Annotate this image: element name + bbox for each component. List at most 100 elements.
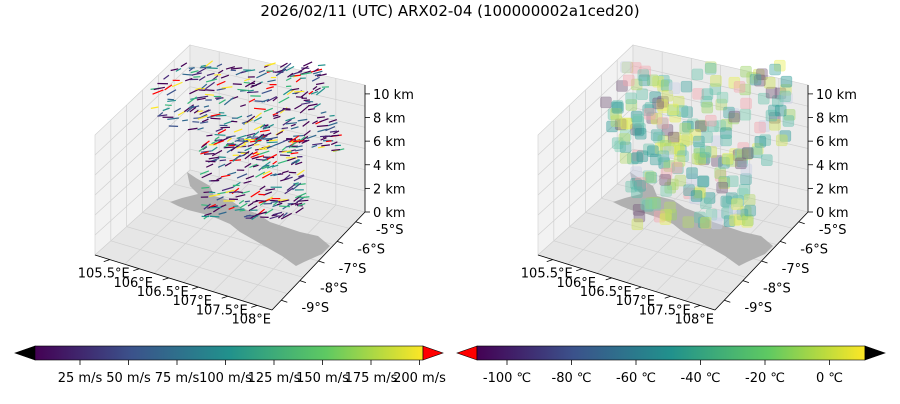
- left-y-tick: [281, 300, 287, 302]
- wind-vector: [280, 155, 290, 156]
- wind-vector: [182, 120, 188, 121]
- right-x-tick: [576, 269, 582, 271]
- temperature-voxel: [631, 187, 642, 198]
- temperature-voxel: [692, 69, 703, 80]
- temperature-voxel: [633, 116, 644, 127]
- temperature-voxel: [742, 215, 753, 226]
- temperature-voxel: [658, 151, 669, 162]
- temperature-voxel: [675, 175, 686, 186]
- right-colorbar-tick-label: 0 ℃: [816, 371, 843, 386]
- temperature-voxel: [766, 87, 777, 98]
- wind-vector: [290, 76, 295, 77]
- left-colorbar-tick-label: 50 m/s: [106, 371, 151, 386]
- left-z-tick-label: 10 km: [373, 88, 414, 103]
- temperature-voxel: [651, 130, 662, 141]
- temperature-voxel: [637, 89, 648, 100]
- temperature-voxel: [681, 81, 692, 92]
- temperature-voxel: [705, 63, 716, 74]
- wind-vector: [205, 90, 215, 91]
- temperature-voxel: [639, 75, 650, 86]
- left-y-tick-label: -5°S: [376, 223, 404, 238]
- temperature-voxel: [626, 93, 637, 104]
- left-colorbar-tick-label: 75 m/s: [155, 371, 200, 386]
- temperature-voxel: [722, 153, 733, 164]
- left-z-tick-label: 6 km: [373, 135, 406, 150]
- wind-vector: [240, 210, 246, 211]
- wind-vector: [278, 174, 283, 175]
- wind-vector: [224, 147, 235, 148]
- left-panel-3d-axes: 105.5°E106°E106.5°E107°E107.5°E108°E-5°S…: [78, 45, 414, 327]
- left-y-tick-label: -9°S: [301, 301, 329, 316]
- wind-vector: [201, 187, 209, 188]
- wind-vector: [282, 128, 288, 129]
- right-x-tick: [547, 260, 553, 262]
- left-x-tick-label: 108°E: [231, 312, 271, 327]
- temperature-voxel: [647, 146, 658, 157]
- wind-vector: [318, 65, 325, 66]
- temperature-voxel: [727, 176, 738, 187]
- temperature-voxel: [744, 194, 755, 205]
- wind-vector: [245, 201, 250, 202]
- left-x-tick: [222, 296, 228, 298]
- temperature-voxel: [600, 97, 611, 108]
- temperature-voxel: [729, 111, 740, 122]
- temperature-voxel: [632, 152, 643, 163]
- wind-vector: [326, 141, 332, 142]
- temperature-voxel: [644, 108, 655, 119]
- temperature-voxel: [717, 182, 728, 193]
- temperature-voxel: [700, 146, 711, 157]
- right-colorbar-tick-label: -20 ℃: [745, 371, 785, 386]
- temperature-voxel: [770, 64, 781, 75]
- left-colorbar-tick-label: 125 m/s: [248, 371, 301, 386]
- left-colorbar-tick-label: 175 m/s: [345, 371, 398, 386]
- right-y-tick-label: -7°S: [782, 262, 810, 277]
- left-z-tick-label: 4 km: [373, 159, 406, 174]
- temperature-voxel: [661, 210, 672, 221]
- right-z-tick-label: 0 km: [816, 206, 849, 221]
- right-y-tick-label: -8°S: [763, 282, 791, 297]
- left-y-tick-label: -8°S: [320, 282, 348, 297]
- temperature-voxel: [705, 115, 716, 126]
- right-z-tick-label: 4 km: [816, 159, 849, 174]
- left-z-tick-label: 0 km: [373, 206, 406, 221]
- wind-vector: [254, 145, 259, 146]
- wind-vector: [233, 84, 242, 85]
- wind-vector: [329, 115, 334, 116]
- left-x-tick: [133, 269, 139, 271]
- wind-vector: [206, 135, 212, 136]
- right-y-tick-label: -9°S: [744, 301, 772, 316]
- temperature-voxel: [660, 174, 671, 185]
- temperature-voxel: [612, 102, 623, 113]
- wind-vector: [303, 62, 312, 66]
- right-x-tick: [694, 305, 700, 307]
- left-x-tick: [163, 278, 169, 280]
- temperature-voxel: [668, 104, 679, 115]
- temperature-voxel: [730, 215, 741, 226]
- temperature-voxel: [700, 217, 711, 228]
- temperature-voxel: [635, 128, 646, 139]
- right-y-tick: [780, 241, 786, 243]
- temperature-voxel: [735, 158, 746, 169]
- temperature-voxel: [740, 174, 751, 185]
- temperature-voxel: [761, 155, 772, 166]
- left-colorbar-body: [35, 346, 423, 360]
- right-y-tick: [799, 222, 805, 224]
- left-colorbar-under-extension: [15, 346, 35, 360]
- wind-vector: [205, 94, 214, 95]
- left-z-tick-label: 2 km: [373, 182, 406, 197]
- left-colorbar-tick-label: 25 m/s: [58, 371, 103, 386]
- wind-vector: [207, 68, 218, 69]
- left-colorbar-tick-label: 100 m/s: [199, 371, 252, 386]
- right-z-tick-label: 6 km: [816, 135, 849, 150]
- temperature-voxel: [745, 205, 756, 216]
- wind-vector: [267, 142, 278, 143]
- temperature-voxel: [717, 92, 728, 103]
- wind-vector: [165, 105, 172, 106]
- temperature-voxel: [702, 89, 713, 100]
- right-y-tick: [762, 261, 768, 263]
- wind-vector: [294, 91, 304, 92]
